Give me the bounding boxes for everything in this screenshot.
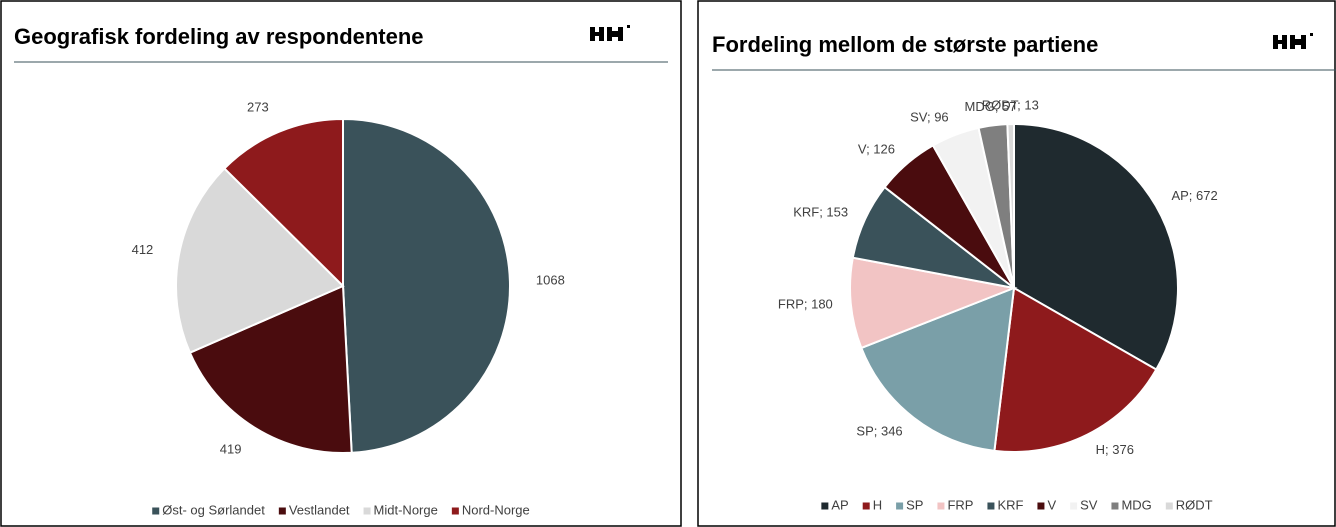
data-label: RØDT; 13 [982, 97, 1039, 112]
data-label: 412 [132, 242, 154, 257]
legend-label: Vestlandet [289, 502, 350, 517]
legend-label: SV [1080, 497, 1098, 512]
data-label: MDG; 57 [965, 99, 1017, 114]
pie-slice [342, 117, 511, 454]
legend-label: MDG [1121, 497, 1151, 512]
pie-slice [849, 256, 1018, 350]
legend-swatch [278, 507, 286, 515]
logo [590, 25, 630, 41]
legend-swatch [896, 502, 904, 510]
data-label: 419 [220, 442, 242, 457]
pie-slice [175, 167, 345, 355]
pie-slice [993, 286, 1158, 453]
legend-swatch [1165, 502, 1173, 510]
legend-label: AP [831, 497, 848, 512]
pie-slice [860, 286, 1016, 452]
pie-slice [1013, 122, 1179, 371]
legend-swatch [1070, 502, 1078, 510]
data-label: FRP; 180 [778, 297, 833, 312]
data-label: 1068 [536, 272, 565, 287]
legend-swatch [1111, 502, 1119, 510]
chart-title: Fordeling mellom de største partiene [712, 32, 1098, 57]
legend-label: V [1047, 497, 1056, 512]
data-label: 273 [247, 99, 269, 114]
chart-title: Geografisk fordeling av respondentene [14, 24, 424, 49]
data-label: KRF; 153 [793, 205, 848, 220]
data-label: SP; 346 [856, 423, 902, 438]
data-label: V; 126 [858, 142, 895, 157]
pie-slice [222, 117, 344, 289]
legend-swatch [363, 507, 371, 515]
pie-slice [188, 284, 353, 454]
legend-label: Øst- og Sørlandet [162, 502, 265, 517]
data-label: AP; 672 [1171, 188, 1217, 203]
legend-swatch [451, 507, 459, 515]
legend-swatch [987, 502, 995, 510]
legend-label: SP [906, 497, 923, 512]
legend-label: H [873, 497, 882, 512]
legend-label: FRP [947, 497, 973, 512]
logo [1273, 33, 1313, 49]
legend-label: Nord-Norge [462, 502, 530, 517]
legend-swatch [152, 507, 160, 515]
legend-swatch [821, 502, 829, 510]
legend-label: Midt-Norge [374, 502, 438, 517]
legend-swatch [937, 502, 945, 510]
legend-swatch [862, 502, 870, 510]
data-label: H; 376 [1096, 442, 1134, 457]
legend-label: RØDT [1176, 497, 1213, 512]
pie-slice [1006, 122, 1015, 289]
legend-swatch [1037, 502, 1045, 510]
data-label: SV; 96 [910, 110, 949, 125]
legend-label: KRF [997, 497, 1023, 512]
